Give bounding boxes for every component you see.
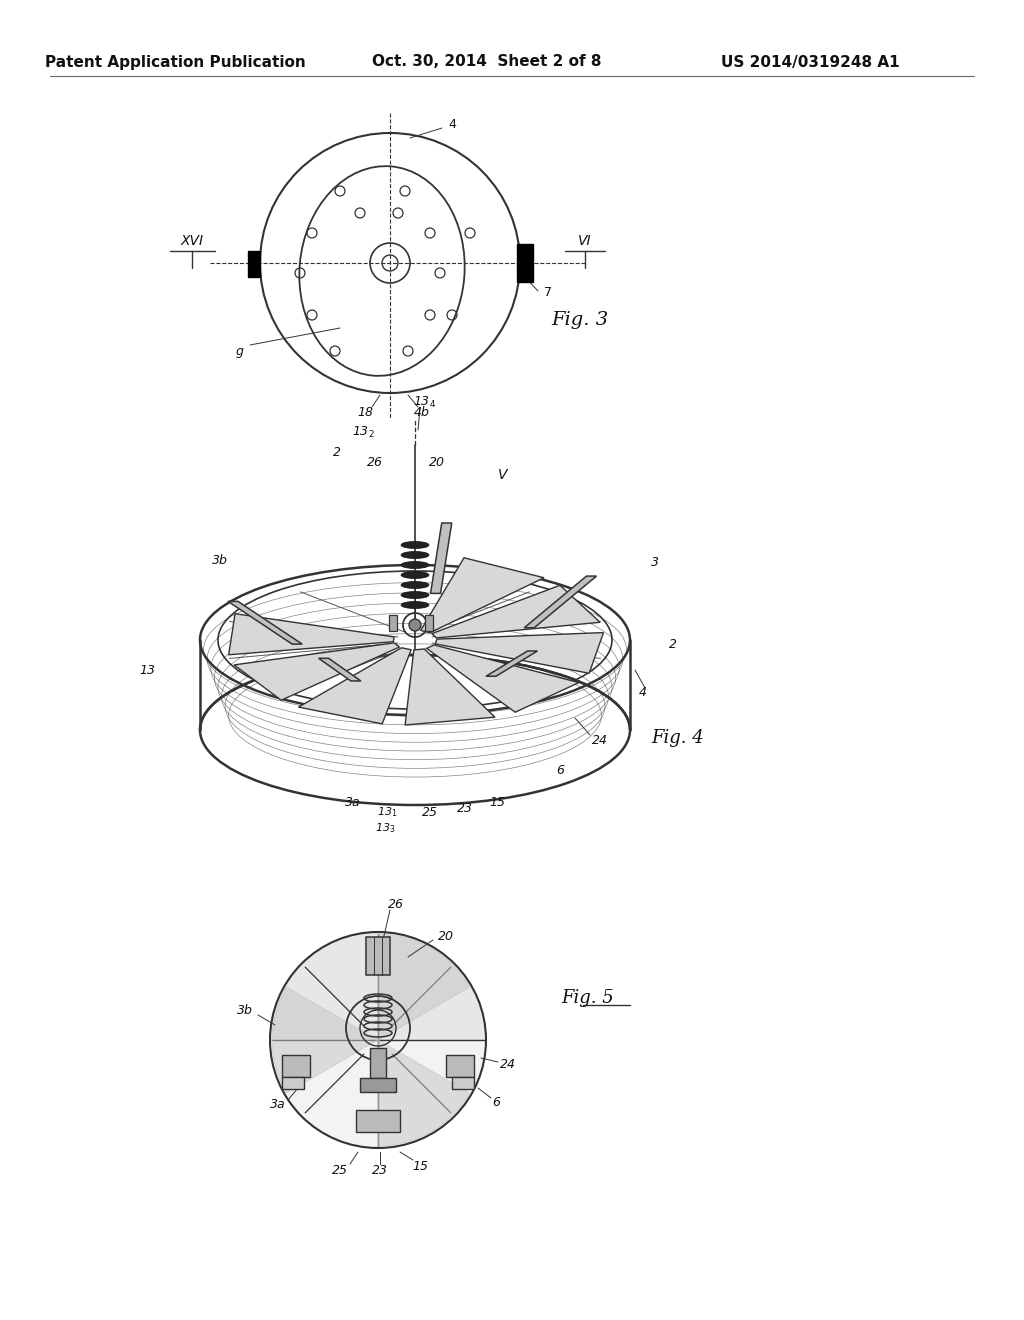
Text: Fig. 4: Fig. 4	[651, 729, 705, 747]
Bar	[366, 937, 390, 975]
Text: 20: 20	[429, 455, 445, 469]
Polygon shape	[435, 632, 603, 673]
Ellipse shape	[401, 541, 429, 549]
Text: Fig. 3: Fig. 3	[552, 312, 608, 329]
Text: 3b: 3b	[212, 553, 228, 566]
Text: 13$_3$: 13$_3$	[375, 821, 395, 836]
Text: 3a: 3a	[270, 1098, 286, 1111]
Text: 25: 25	[332, 1163, 348, 1176]
Text: 24: 24	[592, 734, 608, 747]
Bar	[446, 1055, 474, 1077]
Polygon shape	[378, 935, 470, 1040]
Text: 2: 2	[669, 639, 677, 652]
Text: 24: 24	[500, 1059, 516, 1072]
Polygon shape	[270, 1040, 486, 1148]
Circle shape	[409, 619, 421, 631]
Polygon shape	[234, 643, 399, 700]
Text: 7: 7	[544, 286, 552, 300]
Ellipse shape	[401, 591, 429, 598]
Polygon shape	[432, 585, 600, 638]
Text: 26: 26	[388, 898, 404, 911]
Polygon shape	[430, 523, 452, 594]
Text: 15: 15	[412, 1159, 428, 1172]
Bar	[370, 1048, 386, 1078]
Text: 4: 4	[639, 685, 647, 698]
Text: 2: 2	[333, 446, 341, 458]
Text: 4: 4	[449, 119, 456, 132]
Text: 25: 25	[422, 805, 438, 818]
Text: 13: 13	[139, 664, 155, 676]
Text: 3: 3	[651, 556, 659, 569]
Text: 3a: 3a	[345, 796, 360, 808]
Polygon shape	[272, 987, 378, 1093]
Text: g: g	[237, 345, 244, 358]
Text: 23: 23	[372, 1163, 388, 1176]
Text: V: V	[499, 469, 508, 482]
Text: 26: 26	[367, 455, 383, 469]
Text: Patent Application Publication: Patent Application Publication	[45, 54, 305, 70]
Text: 23: 23	[457, 801, 473, 814]
Text: Fig. 5: Fig. 5	[561, 989, 614, 1007]
Polygon shape	[406, 649, 495, 725]
Text: 20: 20	[438, 931, 454, 944]
Text: VI: VI	[579, 234, 592, 248]
Text: 3b: 3b	[238, 1003, 253, 1016]
Text: 4b: 4b	[414, 407, 430, 420]
Polygon shape	[228, 614, 394, 655]
Bar	[452, 1077, 474, 1089]
Text: 15: 15	[489, 796, 505, 808]
Polygon shape	[427, 645, 579, 713]
Text: XVI: XVI	[180, 234, 204, 248]
Polygon shape	[378, 1040, 470, 1146]
Text: 6: 6	[492, 1096, 500, 1109]
Bar	[425, 615, 433, 631]
Polygon shape	[486, 651, 538, 676]
Ellipse shape	[401, 582, 429, 589]
Polygon shape	[270, 932, 486, 1040]
Polygon shape	[524, 576, 597, 628]
Bar	[517, 244, 534, 282]
Text: 6: 6	[556, 763, 564, 776]
Ellipse shape	[401, 552, 429, 558]
Bar	[360, 1078, 396, 1092]
Polygon shape	[299, 648, 412, 723]
Text: Oct. 30, 2014  Sheet 2 of 8: Oct. 30, 2014 Sheet 2 of 8	[373, 54, 602, 70]
Ellipse shape	[401, 572, 429, 578]
Polygon shape	[421, 558, 544, 632]
Bar	[356, 1110, 400, 1133]
Text: US 2014/0319248 A1: US 2014/0319248 A1	[721, 54, 899, 70]
Bar	[282, 1077, 304, 1089]
Bar	[248, 251, 260, 277]
Ellipse shape	[401, 561, 429, 569]
Polygon shape	[318, 659, 360, 681]
Ellipse shape	[401, 602, 429, 609]
Polygon shape	[228, 602, 302, 644]
Text: 13$_1$: 13$_1$	[377, 805, 397, 818]
Bar	[389, 615, 397, 631]
Text: 18: 18	[357, 407, 373, 420]
Text: 13$_4$: 13$_4$	[414, 395, 436, 409]
Bar	[282, 1055, 310, 1077]
Text: 13$_2$: 13$_2$	[351, 425, 375, 440]
